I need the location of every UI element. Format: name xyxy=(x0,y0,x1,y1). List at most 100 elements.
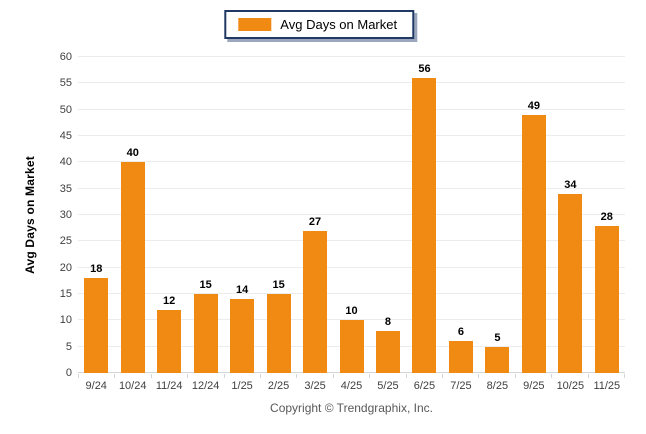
y-axis-tick-label: 0 xyxy=(65,367,72,379)
gridline xyxy=(78,319,625,321)
bar-4-25 xyxy=(339,320,364,373)
gridline xyxy=(78,266,625,268)
x-axis-tick-label: 7/25 xyxy=(450,380,472,392)
bar-7-25 xyxy=(448,341,473,373)
x-axis-tick xyxy=(152,374,189,378)
bar-10-24 xyxy=(120,162,145,373)
bar-2-25 xyxy=(266,294,291,373)
x-axis-tick-label: 12/24 xyxy=(191,380,220,392)
bar-slot: 14 xyxy=(224,57,260,373)
bar-6-25 xyxy=(412,78,437,373)
x-axis-tick xyxy=(225,374,262,378)
bar-value-label: 10 xyxy=(345,305,358,318)
gridline xyxy=(78,214,625,215)
bar-value-label: 8 xyxy=(384,315,392,328)
x-axis-tick-label: 11/24 xyxy=(155,380,183,392)
plot-area: 18 40 12 15 14 15 27 10 8 56 6 5 49 34 28 xyxy=(78,56,625,373)
y-axis-tick-label: 5 xyxy=(65,340,72,353)
bar-slot: 6 xyxy=(443,57,479,373)
bar-series: 18 40 12 15 14 15 27 10 8 56 6 5 49 34 28 xyxy=(78,57,625,373)
bar-9-24 xyxy=(84,278,109,373)
x-axis-tick xyxy=(370,374,407,378)
bar-value-label: 15 xyxy=(272,279,285,291)
gridline xyxy=(78,240,625,242)
bar-value-label: 14 xyxy=(235,284,249,297)
bar-slot: 15 xyxy=(260,57,296,373)
bar-value-label: 12 xyxy=(163,294,176,307)
x-axis-tick xyxy=(516,374,553,378)
x-axis-tick xyxy=(334,374,371,378)
x-axis-tick-label: 4/25 xyxy=(340,380,363,392)
bar-slot: 27 xyxy=(297,57,333,373)
bar-slot: 10 xyxy=(333,57,369,373)
x-axis-tick xyxy=(479,374,516,378)
bar-12-24 xyxy=(193,294,218,373)
x-axis-tick xyxy=(261,374,298,378)
bar-slot: 49 xyxy=(516,57,552,373)
gridline xyxy=(78,56,625,57)
bar-value-label: 56 xyxy=(418,63,431,76)
y-axis-tick-label: 60 xyxy=(59,51,72,63)
x-axis-tick xyxy=(589,374,626,378)
gridline xyxy=(78,293,625,294)
x-axis-tick-label: 5/25 xyxy=(377,380,399,392)
bar-1-25 xyxy=(230,299,255,373)
legend-swatch-icon xyxy=(238,18,272,31)
y-axis-tick-labels: 0 5 10 15 20 25 30 35 40 45 50 55 60 xyxy=(30,51,72,379)
copyright-text: Copyright © Trendgraphix, Inc. xyxy=(270,401,433,415)
bar-5-25 xyxy=(375,330,400,373)
bar-value-label: 34 xyxy=(564,178,577,191)
legend-label: Avg Days on Market xyxy=(280,17,398,32)
y-axis-tick-label: 55 xyxy=(59,77,72,90)
bar-slot: 15 xyxy=(187,57,223,373)
x-axis-tick xyxy=(115,374,152,378)
bar-value-label: 27 xyxy=(308,215,322,228)
bar-8-25 xyxy=(485,346,510,373)
x-axis-tick-label: 1/25 xyxy=(231,380,253,392)
y-axis-tick-label: 50 xyxy=(59,103,72,116)
x-axis-tick-label: 8/25 xyxy=(486,380,509,392)
x-axis-tick-label: 10/25 xyxy=(556,380,585,392)
x-axis-tick-label: 3/25 xyxy=(304,380,326,392)
bar-value-label: 6 xyxy=(457,326,464,339)
y-axis-tick-label: 30 xyxy=(59,209,72,221)
x-axis-tick xyxy=(78,374,116,378)
x-axis-tick xyxy=(443,374,480,378)
bar-slot: 40 xyxy=(114,57,150,373)
y-axis-tick-label: 25 xyxy=(59,235,72,248)
gridline xyxy=(78,108,625,110)
x-axis-tick-label: 9/25 xyxy=(523,380,545,392)
bar-value-label: 18 xyxy=(90,263,103,276)
x-axis-tick-label: 2/25 xyxy=(267,380,290,392)
y-axis-tick-label: 40 xyxy=(59,156,72,169)
bar-3-25 xyxy=(303,230,328,373)
bar-9-25 xyxy=(521,114,546,373)
y-axis-tick-label: 35 xyxy=(59,182,72,195)
x-axis-tick-label: 6/25 xyxy=(413,380,436,392)
gridline xyxy=(78,82,625,84)
x-axis-tick-label: 9/24 xyxy=(85,380,107,392)
x-axis-ticks xyxy=(78,374,626,378)
bar-slot: 28 xyxy=(589,57,625,373)
bar-slot: 56 xyxy=(406,57,442,373)
y-axis-tick-label: 20 xyxy=(59,261,72,274)
bar-slot: 18 xyxy=(78,57,114,373)
x-axis-tick xyxy=(407,374,444,378)
bar-value-label: 15 xyxy=(199,279,212,291)
gridline xyxy=(78,135,625,136)
bar-slot: 8 xyxy=(370,57,406,373)
bar-slot: 34 xyxy=(552,57,588,373)
x-axis-tick xyxy=(552,374,589,378)
gridline xyxy=(78,161,625,163)
bar-slot: 12 xyxy=(151,57,187,373)
x-axis-labels: 9/24 10/24 11/24 12/24 1/25 2/25 3/25 4/25 5/25 6… xyxy=(78,380,625,392)
bar-value-label: 40 xyxy=(126,147,139,160)
bar-slot: 5 xyxy=(479,57,515,373)
x-axis-tick xyxy=(188,374,225,378)
legend: Avg Days on Market xyxy=(224,10,415,39)
x-axis-tick-label: 11/25 xyxy=(593,380,621,392)
y-axis-tick-label: 45 xyxy=(59,130,72,142)
bar-11-25 xyxy=(594,225,619,373)
bar-10-25 xyxy=(558,193,583,373)
